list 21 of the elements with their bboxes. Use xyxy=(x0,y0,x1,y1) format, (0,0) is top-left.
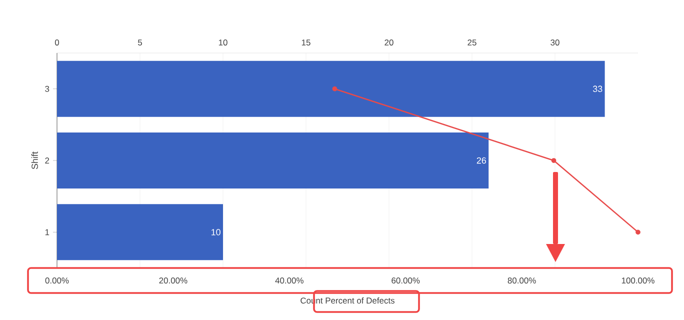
x-tick-label: 100.00% xyxy=(622,278,654,284)
x-tick-label: 60.00% xyxy=(392,278,420,284)
x2-tick-label: 10 xyxy=(218,39,228,46)
x-axis-title: Percent of Defects xyxy=(326,297,394,304)
x-tick-label: 0.00% xyxy=(45,278,69,284)
data-label: 33 xyxy=(592,86,602,92)
data-label: 26 xyxy=(476,157,486,164)
y-tick-label: 1 xyxy=(45,229,50,236)
x2-tick-label: 5 xyxy=(138,40,142,46)
x2-tick-label: 0 xyxy=(54,39,60,46)
x2-tick-label: 25 xyxy=(468,39,476,46)
x-tick-label: 80.00% xyxy=(508,278,536,284)
x2-tick-label: 15 xyxy=(302,40,310,46)
data-label: 10 xyxy=(212,228,220,236)
x2-tick-label: 30 xyxy=(550,39,560,46)
x-tick-label: 20.00% xyxy=(159,278,188,284)
x2-tick-label: 20 xyxy=(384,39,394,46)
y-axis-title: Shift xyxy=(31,152,38,170)
x-tick-label: 40.00% xyxy=(275,278,304,284)
y-tick-label: 2 xyxy=(45,158,50,164)
y-tick-label: 3 xyxy=(45,86,50,92)
